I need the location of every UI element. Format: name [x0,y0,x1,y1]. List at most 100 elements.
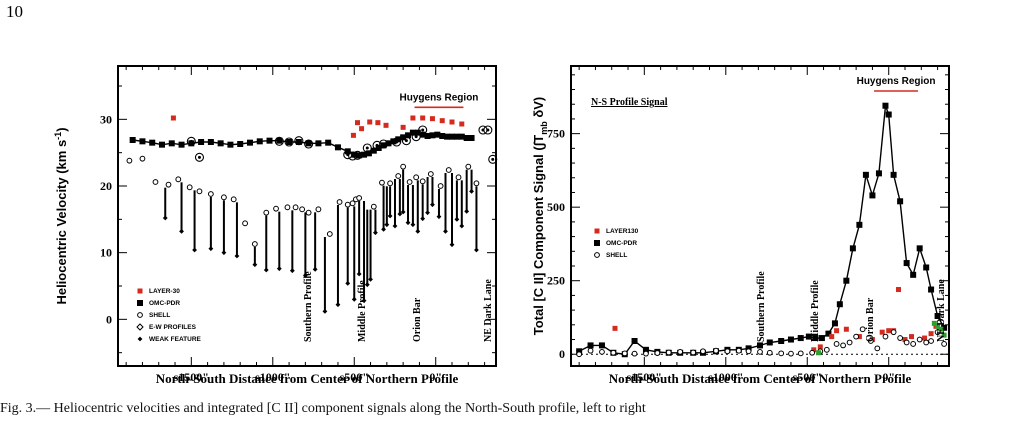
shell-point [126,157,133,164]
e-w-profiles-point [294,136,304,146]
signal-ticks: s1500" s1000" s500" 0" 0 250 500 750 [547,66,949,384]
weak-feature-point [430,202,435,208]
weak-feature-point [384,222,390,228]
shell-point [349,200,356,207]
omc-pdr-point [598,342,605,349]
e-w-profiles-point-core [277,139,281,143]
y-tick-label-0: 0 [559,347,565,361]
layer130-point [856,334,862,340]
e-w-profiles-point-core [486,128,490,132]
e-w-profiles-point [362,143,372,153]
shell-point [207,191,214,197]
omc-pdr-point [453,133,460,140]
omc-pdr-point [778,338,785,344]
y-tick-label-2: 20 [100,179,112,193]
omc-pdr-point [375,145,382,151]
legend-label-shell: SHELL [149,312,170,319]
omc-pdr-point [576,348,583,355]
omc-pdr-point [361,151,368,158]
e-w-profiles-point-core [356,153,360,157]
layer130-point [817,344,823,350]
shell-point [846,339,853,346]
weak-feature-point [449,242,455,248]
e-w-profiles-point-core [365,146,369,150]
y-tick-label-3: 30 [100,112,112,126]
weak-feature-point [387,213,393,219]
shell-point [445,167,452,173]
weak-feature-point [397,211,403,217]
annotation-middle-profile: Middle Profile [357,280,368,342]
shell-point [833,341,840,347]
omc-pdr-point [941,324,948,331]
omc-pdr-point [266,137,273,144]
annotation-middle-profile: Middle Profile [810,280,821,342]
shell-point [621,350,628,357]
omc-pdr-point [419,131,426,138]
e-w-profiles-point-ring [284,137,294,147]
omc-pdr-point [882,102,889,109]
omc-pdr-point [439,133,446,139]
e-w-profiles-point-ring [411,132,421,142]
weak-feature-point [410,222,416,228]
layer130-point [843,326,849,332]
e-w-profiles-point-core [395,140,399,144]
weak-feature-point [364,282,370,288]
velocity-annotations: Southern Profile Middle Profile Orion Bar N… [303,92,494,342]
velocity-plot-frame [117,65,497,367]
weak-feature-point [415,228,421,234]
annotation-ne-dark-lane: NE Dark Lane [936,279,947,342]
e-w-profiles-point-ring [418,125,428,135]
e-w-profiles-point-core [382,142,386,146]
weak-feature-point [234,253,240,259]
shell-point [631,350,638,357]
layer130-point [909,334,915,340]
omc-pdr-point [862,171,869,178]
shell-point [230,196,237,203]
weak-feature-point [454,216,460,222]
e-w-profiles-point [274,136,284,146]
x-tick-label-0: s1500" [174,370,209,384]
omc-pdr-point [458,133,465,140]
shell-point [923,339,930,346]
e-w-profiles-point-ring [483,125,493,135]
weak-feature-point [345,280,351,286]
shell-point [175,176,182,183]
legend-marker-0 [137,288,143,294]
omc-pdr-point [139,138,146,145]
legend-marker-2 [137,312,143,318]
extra-point [931,320,937,326]
shell-point [677,348,684,355]
signal-legend: LAYER130 OMC-PDR SHELL [594,228,639,259]
e-w-profiles-point-core [491,157,495,161]
shell-point [395,173,402,179]
shell-point [916,336,923,343]
velocity-legend: LAYER-30 OMC-PDR SHELL E-W PROFILES WEAK FEA… [136,288,202,343]
legend-marker-2 [594,252,600,258]
omc-pdr-point [805,333,812,340]
omc-pdr-point [843,277,850,284]
shell-point [326,231,333,237]
x-tick-label-1: s1000" [708,370,743,384]
shell-point [576,351,583,358]
layer130-point [895,287,901,293]
e-w-profiles-point-ring [194,152,205,162]
shell-point [152,179,159,185]
omc-pdr-point [875,170,882,177]
shell-point [413,174,420,181]
extra-point [816,350,822,356]
shell-point [809,349,816,356]
e-w-profiles-point-ring [488,154,498,164]
weak-feature-point [276,266,282,272]
page-number: 10 [6,2,23,21]
shell-point [599,348,605,355]
weak-feature-point [361,298,367,304]
omc-pdr-point [812,335,819,342]
shell-point [797,350,804,357]
x-tick-label-2: s500" [793,370,822,384]
omc-pdr-point [390,138,397,145]
omc-pdr-point [825,330,832,337]
omc-pdr-point [227,141,234,148]
e-w-profiles-point-ring [372,140,382,150]
weak-feature-point [474,247,479,253]
shell-point [853,333,860,340]
